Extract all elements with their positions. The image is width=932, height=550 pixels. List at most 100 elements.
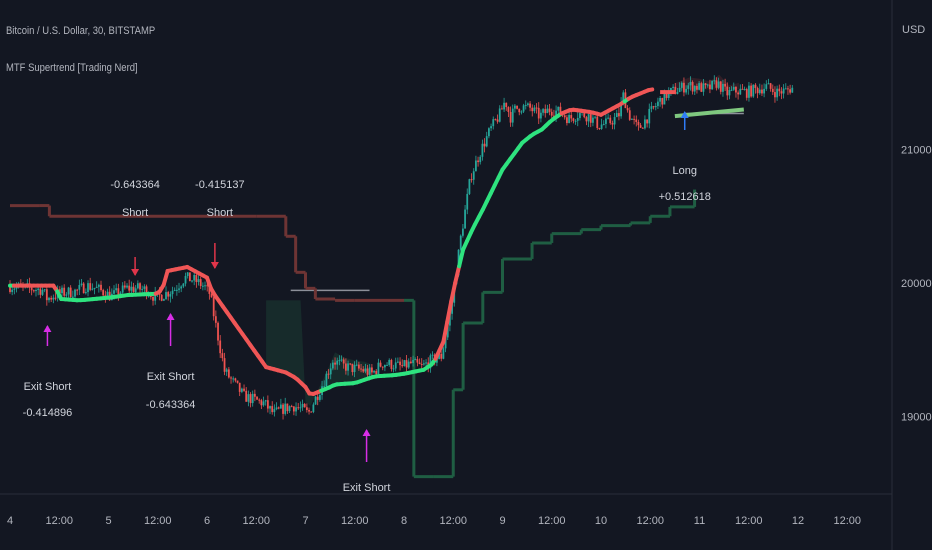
candle-body bbox=[195, 275, 198, 283]
candle-body bbox=[748, 85, 750, 98]
candle-body bbox=[717, 81, 720, 88]
candle-body bbox=[633, 118, 635, 120]
candle-body bbox=[589, 114, 592, 123]
candle-body bbox=[58, 289, 61, 294]
candle-body bbox=[136, 283, 139, 289]
signal-marker bbox=[44, 329, 50, 332]
candle-body bbox=[592, 117, 594, 123]
candle-body bbox=[722, 83, 724, 92]
candle-body bbox=[121, 285, 124, 293]
candle-body bbox=[644, 119, 646, 129]
candle-body bbox=[201, 285, 204, 287]
candle-body bbox=[381, 366, 384, 368]
candle-body bbox=[117, 288, 120, 296]
candle-body bbox=[620, 102, 622, 117]
candle-body bbox=[366, 368, 369, 375]
candle-body bbox=[392, 368, 395, 370]
candle-body bbox=[492, 119, 495, 127]
candle-body bbox=[789, 89, 792, 93]
candle-body bbox=[689, 81, 692, 86]
candle-body bbox=[208, 285, 211, 294]
candle-body bbox=[52, 297, 55, 300]
candle-body bbox=[191, 280, 193, 282]
candle-body bbox=[663, 90, 666, 105]
candle-body bbox=[178, 288, 180, 290]
indicator-label[interactable]: MTF Supertrend [Trading Nerd] bbox=[6, 62, 138, 74]
candle-body bbox=[763, 88, 766, 94]
candle-body bbox=[35, 289, 37, 291]
candle-body bbox=[728, 90, 731, 96]
candle-body bbox=[188, 272, 191, 282]
candle-body bbox=[236, 380, 239, 383]
x-tick-label: 12:00 bbox=[341, 515, 369, 527]
candle-body bbox=[483, 143, 486, 147]
candle-body bbox=[490, 126, 492, 129]
candle-body bbox=[416, 359, 419, 363]
candle-body bbox=[594, 116, 596, 118]
candle-body bbox=[30, 287, 33, 291]
candle-body bbox=[782, 88, 785, 94]
candle-body bbox=[106, 291, 109, 299]
candle-body bbox=[342, 359, 345, 364]
candle-body bbox=[149, 295, 152, 298]
x-tick-label: 7 bbox=[302, 515, 308, 527]
candle-body bbox=[219, 340, 222, 354]
candle-body bbox=[650, 106, 653, 109]
candle-body bbox=[674, 86, 677, 94]
candle-body bbox=[719, 81, 722, 92]
candle-body bbox=[596, 116, 599, 128]
candle-body bbox=[704, 83, 707, 85]
candle-body bbox=[522, 105, 525, 112]
candle-body bbox=[206, 285, 209, 287]
currency-label: USD bbox=[902, 24, 926, 36]
candle-body bbox=[618, 113, 620, 117]
candle-body bbox=[113, 290, 115, 294]
candle-body bbox=[139, 283, 141, 290]
x-tick-label: 12 bbox=[792, 515, 804, 527]
candle-body bbox=[370, 367, 373, 373]
candle-body bbox=[418, 362, 421, 364]
candle-body bbox=[420, 363, 423, 365]
candle-body bbox=[273, 409, 276, 413]
candle-body bbox=[84, 292, 87, 294]
candle-body bbox=[780, 91, 783, 94]
candle-body bbox=[646, 119, 648, 124]
candle-body bbox=[470, 179, 473, 181]
candle-body bbox=[331, 362, 334, 369]
candle-body bbox=[314, 396, 317, 405]
candle-body bbox=[550, 111, 553, 116]
candle-body bbox=[74, 289, 76, 297]
candle-body bbox=[730, 89, 733, 91]
candle-body bbox=[245, 390, 248, 402]
x-tick-label: 5 bbox=[105, 515, 111, 527]
candle-body bbox=[221, 353, 224, 359]
supertrend-segment bbox=[646, 87, 655, 93]
candle-body bbox=[702, 83, 705, 92]
candle-body bbox=[496, 119, 499, 122]
candle-body bbox=[266, 400, 269, 409]
candle-body bbox=[312, 404, 315, 412]
candle-body bbox=[275, 407, 278, 410]
candle-body bbox=[230, 377, 232, 379]
candle-body bbox=[264, 400, 267, 402]
candle-body bbox=[360, 368, 362, 370]
candle-body bbox=[253, 393, 256, 397]
candle-body bbox=[93, 287, 96, 289]
candle-body bbox=[134, 288, 137, 292]
candle-body bbox=[659, 97, 661, 102]
candle-body bbox=[308, 409, 310, 412]
candle-body bbox=[670, 87, 672, 91]
candle-body bbox=[199, 279, 202, 287]
candle-body bbox=[533, 107, 536, 112]
candle-body bbox=[396, 361, 399, 363]
candle-body bbox=[745, 89, 748, 98]
candle-body bbox=[256, 396, 258, 400]
candle-body bbox=[574, 120, 577, 122]
candle-body bbox=[711, 80, 714, 90]
candle-body bbox=[67, 287, 70, 295]
signal-label: Exit Short bbox=[24, 381, 72, 393]
candle-body bbox=[672, 86, 675, 88]
candle-body bbox=[169, 294, 172, 297]
candle-body bbox=[401, 365, 404, 367]
